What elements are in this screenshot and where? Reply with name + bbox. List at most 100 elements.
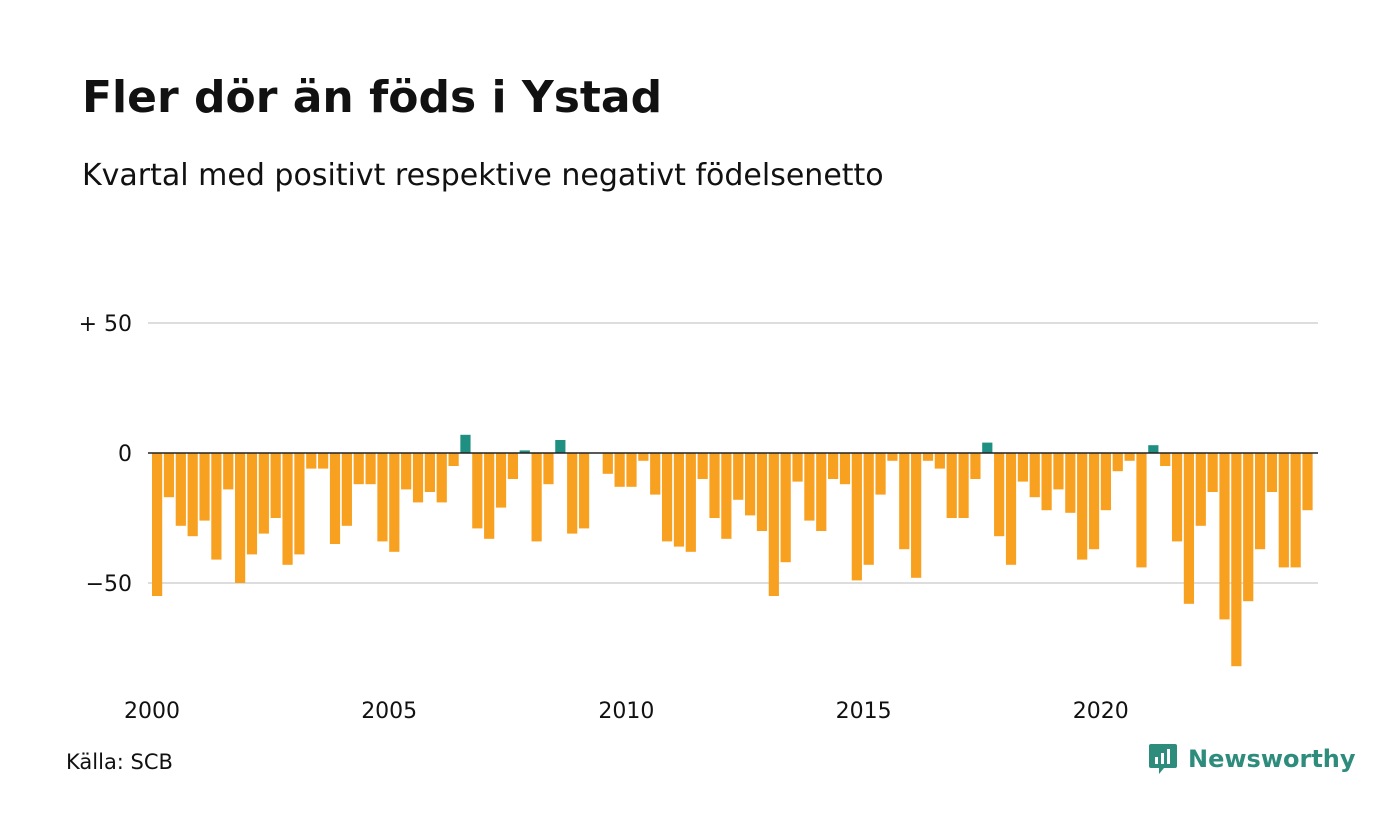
x-tick-label: 2015 (836, 699, 892, 724)
bar (1266, 453, 1278, 492)
bar (673, 453, 685, 547)
bar (567, 453, 578, 534)
bar (1088, 453, 1100, 550)
bar (294, 453, 305, 555)
bar (578, 453, 590, 529)
bar (318, 453, 329, 469)
bar (258, 453, 269, 534)
bar (1171, 453, 1183, 542)
bar (1005, 453, 1017, 565)
bar (495, 453, 507, 508)
bar (839, 453, 851, 485)
bar (448, 453, 459, 466)
bar (745, 453, 756, 516)
bar (282, 453, 293, 565)
bar (602, 453, 613, 474)
bar (994, 453, 1005, 537)
bar (484, 453, 495, 539)
y-tick-label: −50 (86, 572, 132, 597)
bar (531, 453, 542, 542)
bar (1290, 453, 1301, 568)
bar (1243, 453, 1254, 602)
bar (1207, 453, 1218, 492)
bar (353, 453, 364, 485)
bar (211, 453, 222, 560)
bar (1041, 453, 1052, 511)
bar (911, 453, 922, 578)
bar (341, 453, 352, 526)
bar (472, 453, 483, 529)
bar (1183, 453, 1195, 604)
bar (1100, 453, 1111, 511)
bar (519, 450, 530, 453)
bar (638, 453, 649, 461)
bar (436, 453, 447, 503)
bar (982, 442, 993, 453)
bar (650, 453, 661, 495)
bar (922, 453, 934, 461)
bar (685, 453, 696, 552)
bar (816, 453, 827, 531)
bar (306, 453, 317, 469)
bar (1077, 453, 1088, 560)
brand-logo: Newsworthy (1148, 742, 1356, 776)
bar (507, 453, 518, 479)
bar (235, 453, 246, 583)
bar (946, 453, 957, 518)
chart-title: Fler dör än föds i Ystad (82, 72, 663, 123)
x-tick-label: 2005 (361, 699, 417, 724)
bar (970, 453, 981, 479)
bar (1053, 453, 1064, 490)
bar (152, 453, 163, 596)
bar (863, 453, 874, 565)
bar (412, 453, 424, 503)
bar (401, 453, 412, 490)
bar (389, 453, 400, 552)
bar (460, 434, 471, 453)
bar (958, 453, 969, 518)
source-label: Källa: SCB (66, 750, 173, 774)
bar (733, 453, 744, 500)
x-tick-label: 2000 (124, 699, 180, 724)
bar (246, 453, 258, 555)
bar (1136, 453, 1147, 568)
bar (1065, 453, 1076, 513)
bar (792, 453, 803, 482)
bar-chart: + 50 0 −50 2000 2005 2010 2015 2020 (79, 312, 1318, 724)
bar (365, 453, 376, 485)
bar (851, 453, 862, 581)
bar (543, 453, 554, 485)
bar (709, 453, 720, 518)
bar (721, 453, 732, 539)
bar (1278, 453, 1289, 568)
bar (804, 453, 815, 521)
chart-subtitle: Kvartal med positivt respektive negativt… (82, 158, 884, 193)
bar (270, 453, 281, 518)
x-tick-label: 2010 (598, 699, 654, 724)
bar (377, 453, 388, 542)
bar (1302, 453, 1313, 511)
bar (1112, 453, 1123, 472)
bar (614, 453, 625, 487)
brand-name: Newsworthy (1188, 745, 1356, 773)
bar (1017, 453, 1028, 482)
bar (1124, 453, 1135, 461)
bar (626, 453, 637, 487)
bar (1195, 453, 1206, 526)
y-tick-label: 0 (118, 442, 132, 467)
bar (697, 453, 708, 479)
bar (187, 453, 198, 537)
newsworthy-logo-icon (1149, 744, 1177, 774)
bar (1219, 453, 1230, 620)
bar (199, 453, 210, 521)
bar (329, 453, 341, 544)
bar (875, 453, 886, 495)
bar (934, 453, 945, 469)
bar (756, 453, 768, 531)
bar (1254, 453, 1266, 550)
bar (899, 453, 910, 550)
bar (828, 453, 839, 479)
x-tick-label: 2020 (1073, 699, 1129, 724)
bar (1029, 453, 1040, 498)
bar (1231, 453, 1242, 667)
